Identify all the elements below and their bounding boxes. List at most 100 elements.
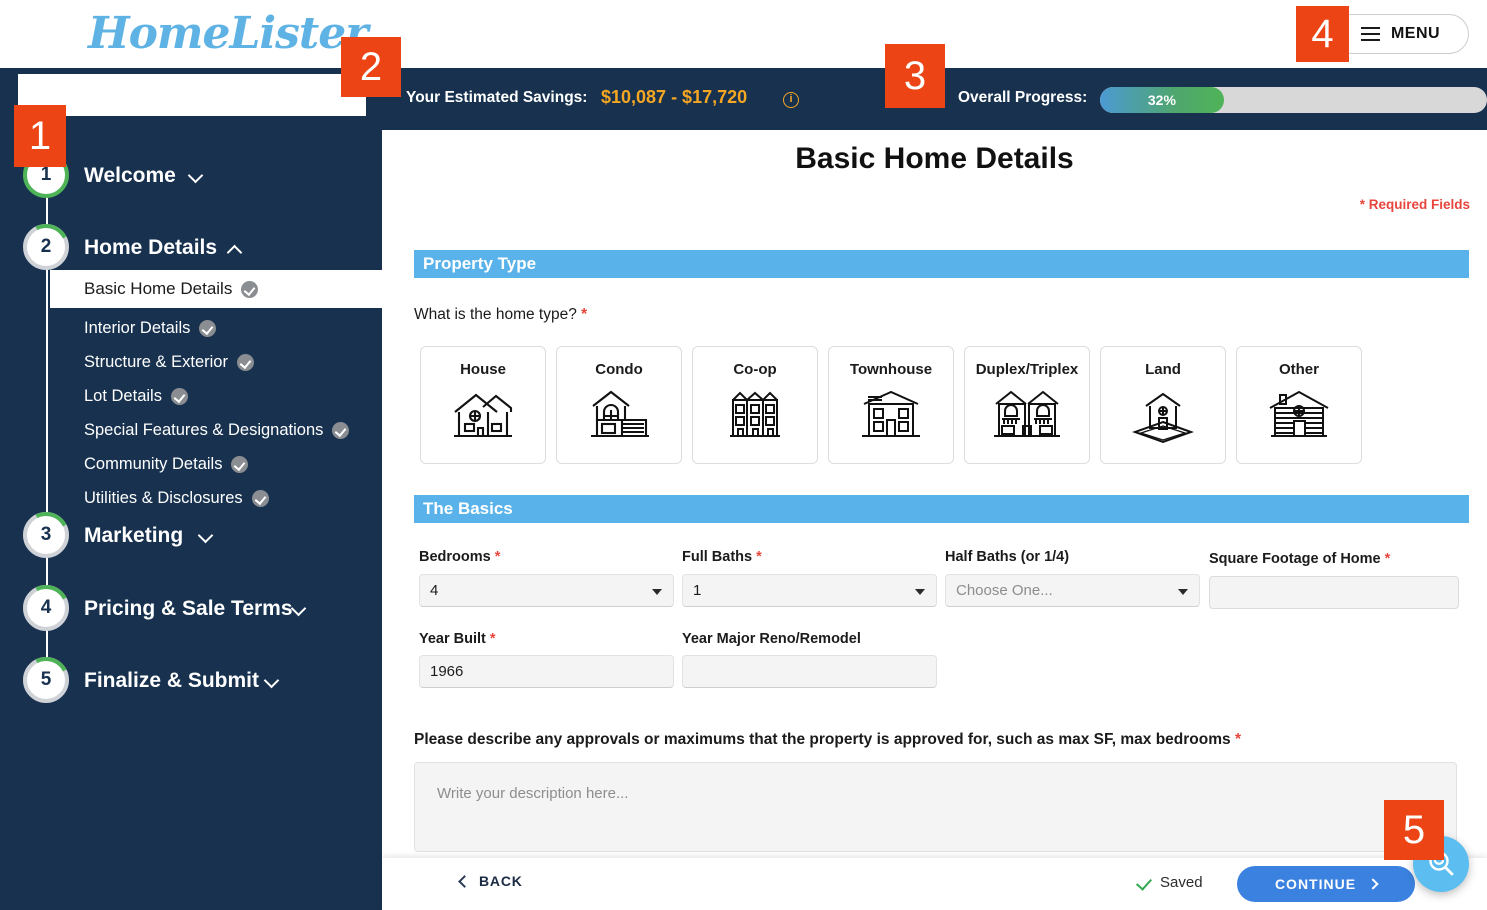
bedrooms-label: Bedrooms *: [419, 549, 501, 565]
chevron-down-icon-finalize[interactable]: [266, 675, 279, 688]
sidebar-item-finalize-submit[interactable]: Finalize & Submit: [84, 669, 260, 692]
sidebar-step-number-2: 2: [40, 236, 52, 257]
required-asterisk: *: [485, 631, 496, 647]
year-reno-label: Year Major Reno/Remodel: [682, 631, 861, 647]
square-footage-input[interactable]: [1209, 576, 1459, 609]
property-type-coop[interactable]: Co-op: [692, 346, 818, 464]
progress-bar-fill: 32%: [1100, 87, 1224, 113]
description-textarea[interactable]: Write your description here...: [414, 762, 1457, 852]
chevron-down-icon-marketing[interactable]: [200, 530, 213, 543]
check-icon: [170, 387, 188, 405]
sidebar-item-home-details[interactable]: Home Details: [84, 236, 218, 259]
progress-bar: 32%: [1100, 87, 1487, 113]
full-baths-value: 1: [693, 582, 702, 599]
sidebar-subitem-label: Utilities & Disclosures: [84, 488, 243, 507]
saved-status: Saved: [1135, 874, 1203, 891]
check-icon: [1135, 874, 1153, 891]
main-content: Basic Home Details * Required Fields Pro…: [382, 130, 1487, 910]
required-fields-note: * Required Fields: [1359, 197, 1470, 212]
info-icon[interactable]: i: [783, 92, 799, 108]
property-type-townhouse[interactable]: Townhouse: [828, 346, 954, 464]
cabin-icon: [1266, 386, 1332, 449]
sidebar: 1 Welcome 2 Home Details Basic Home Deta…: [0, 130, 382, 910]
sidebar-step-number-4: 4: [40, 597, 52, 618]
chevron-down-icon: [1178, 589, 1188, 595]
sidebar-subitem-community-details[interactable]: Community Details: [50, 447, 382, 481]
house-icon: [450, 386, 516, 449]
sidebar-subitem-basic-home-details[interactable]: Basic Home Details: [50, 270, 382, 308]
full-baths-label: Full Baths *: [682, 549, 762, 565]
sidebar-subitem-lot-details[interactable]: Lot Details: [50, 379, 382, 413]
sidebar-item-marketing[interactable]: Marketing: [84, 524, 184, 547]
progress-percent: 32%: [1147, 92, 1176, 108]
sidebar-subitem-special-features[interactable]: Special Features & Designations: [50, 413, 382, 447]
sidebar-item-welcome[interactable]: Welcome: [84, 164, 176, 187]
sidebar-step-number-3: 3: [40, 524, 52, 545]
progress-arc-4: [17, 579, 75, 637]
check-icon: [251, 489, 269, 507]
check-icon: [236, 353, 254, 371]
continue-button[interactable]: CONTINUE: [1237, 866, 1415, 902]
description-label: Please describe any approvals or maximum…: [414, 731, 1241, 749]
hamburger-icon: [1360, 23, 1380, 45]
property-type-other[interactable]: Other: [1236, 346, 1362, 464]
home-type-question-text: What is the home type?: [414, 306, 577, 323]
chevron-down-icon: [915, 589, 925, 595]
continue-button-label: CONTINUE: [1274, 876, 1357, 892]
property-type-label: Land: [1145, 361, 1181, 378]
property-type-label: Duplex/Triplex: [975, 361, 1079, 378]
required-asterisk: *: [1230, 731, 1241, 748]
bedrooms-select[interactable]: 4: [419, 574, 674, 607]
duplex-icon: [992, 386, 1062, 449]
sidebar-step-circle-4[interactable]: 4: [17, 579, 75, 637]
chevron-up-icon-home-details[interactable]: [229, 243, 242, 256]
sidebar-step-circle-2[interactable]: 2: [17, 218, 75, 276]
sidebar-step-circle-5[interactable]: 5: [17, 651, 75, 709]
sidebar-subitem-utilities-disclosures[interactable]: Utilities & Disclosures: [50, 481, 382, 515]
year-built-input[interactable]: 1966: [419, 655, 674, 688]
sidebar-subitem-label: Special Features & Designations: [84, 420, 324, 439]
property-type-condo[interactable]: Condo: [556, 346, 682, 464]
chevron-down-icon-pricing[interactable]: [293, 603, 306, 616]
half-baths-label: Half Baths (or 1/4): [945, 549, 1070, 565]
coop-building-icon: [725, 386, 785, 449]
address-input[interactable]: [18, 74, 366, 116]
required-asterisk: *: [1380, 551, 1391, 567]
property-type-label: Condo: [595, 361, 643, 378]
property-type-label: Townhouse: [849, 361, 933, 378]
section-title: The Basics: [423, 499, 513, 518]
townhouse-icon: [858, 386, 924, 449]
annotation-badge-3: 3: [885, 44, 945, 108]
sidebar-subitem-structure-exterior[interactable]: Structure & Exterior: [50, 345, 382, 379]
check-icon: [241, 280, 259, 298]
menu-button[interactable]: MENU: [1332, 14, 1469, 54]
full-baths-select[interactable]: 1: [682, 574, 937, 607]
sidebar-item-pricing-sale-terms[interactable]: Pricing & Sale Terms: [84, 597, 293, 620]
property-type-label: House: [460, 361, 506, 378]
check-icon: [199, 319, 217, 337]
year-reno-input[interactable]: [682, 655, 937, 688]
land-plot-icon: [1130, 386, 1196, 449]
half-baths-select[interactable]: Choose One...: [945, 574, 1200, 607]
chevron-left-icon: [458, 874, 471, 888]
homelister-logo: HomeLister: [88, 8, 368, 59]
chevron-down-icon-welcome[interactable]: [190, 170, 203, 183]
description-label-text: Please describe any approvals or maximum…: [414, 731, 1231, 748]
sidebar-step-circle-3[interactable]: 3: [17, 506, 75, 564]
property-type-label: Co-op: [733, 361, 777, 378]
property-type-house[interactable]: House: [420, 346, 546, 464]
page-title: Basic Home Details: [795, 142, 1074, 175]
sidebar-subitem-label: Interior Details: [84, 318, 191, 337]
back-button[interactable]: BACK: [458, 873, 523, 889]
savings-label: Your Estimated Savings:: [406, 89, 588, 106]
half-baths-value: Choose One...: [956, 582, 1053, 599]
condo-icon: [586, 386, 652, 449]
property-type-options: House Condo: [420, 346, 1362, 464]
property-type-duplex-triplex[interactable]: Duplex/Triplex: [964, 346, 1090, 464]
property-type-label: Other: [1278, 361, 1319, 378]
menu-button-label: MENU: [1390, 25, 1441, 42]
property-type-land[interactable]: Land: [1100, 346, 1226, 464]
required-asterisk: *: [752, 549, 762, 565]
sidebar-subitem-interior-details[interactable]: Interior Details: [50, 311, 382, 345]
